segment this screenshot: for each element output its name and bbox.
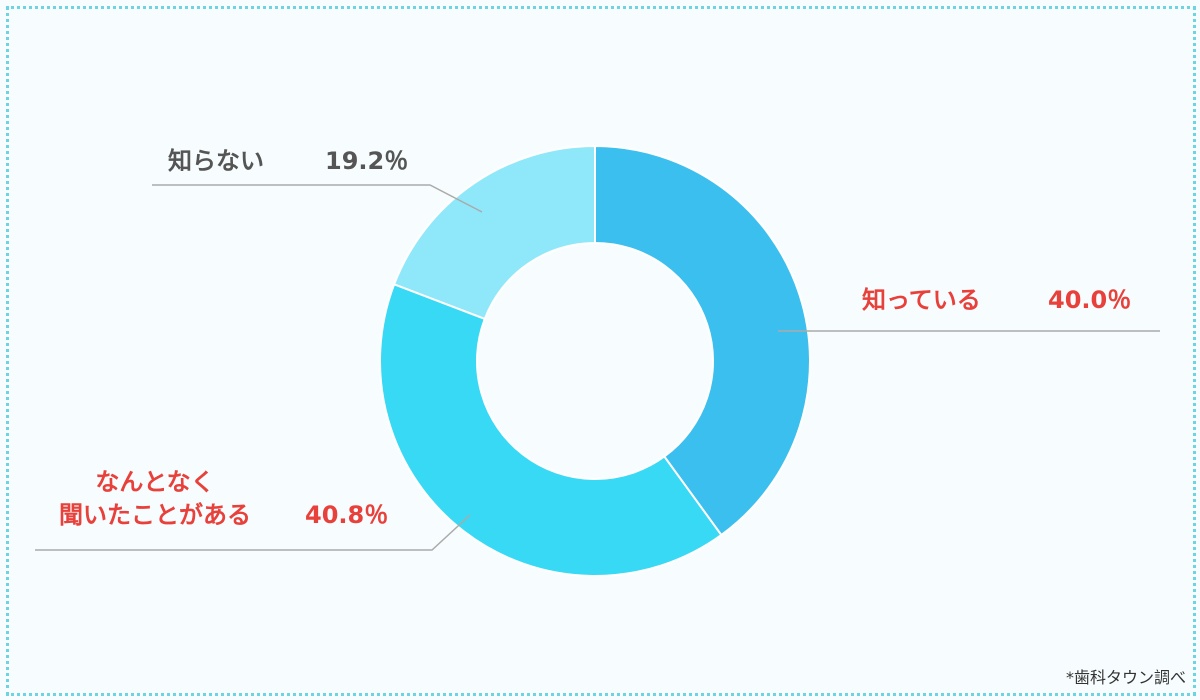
category-label: なんとなく 聞いたことがある	[59, 468, 251, 529]
leader-line	[35, 514, 471, 551]
category-label: 知らない	[168, 147, 264, 175]
source-note: *歯科タウン調べ	[1065, 668, 1186, 687]
donut-slice	[594, 144, 811, 537]
value-label: 40.8％	[305, 501, 389, 529]
frame	[6, 6, 1196, 696]
donut-slice	[392, 144, 596, 321]
value-label: 40.0％	[1048, 286, 1132, 314]
leader-line	[152, 184, 483, 213]
category-label: 知っている	[862, 286, 981, 314]
donut-slice	[379, 283, 723, 577]
value-label: 19.2％	[325, 147, 409, 175]
